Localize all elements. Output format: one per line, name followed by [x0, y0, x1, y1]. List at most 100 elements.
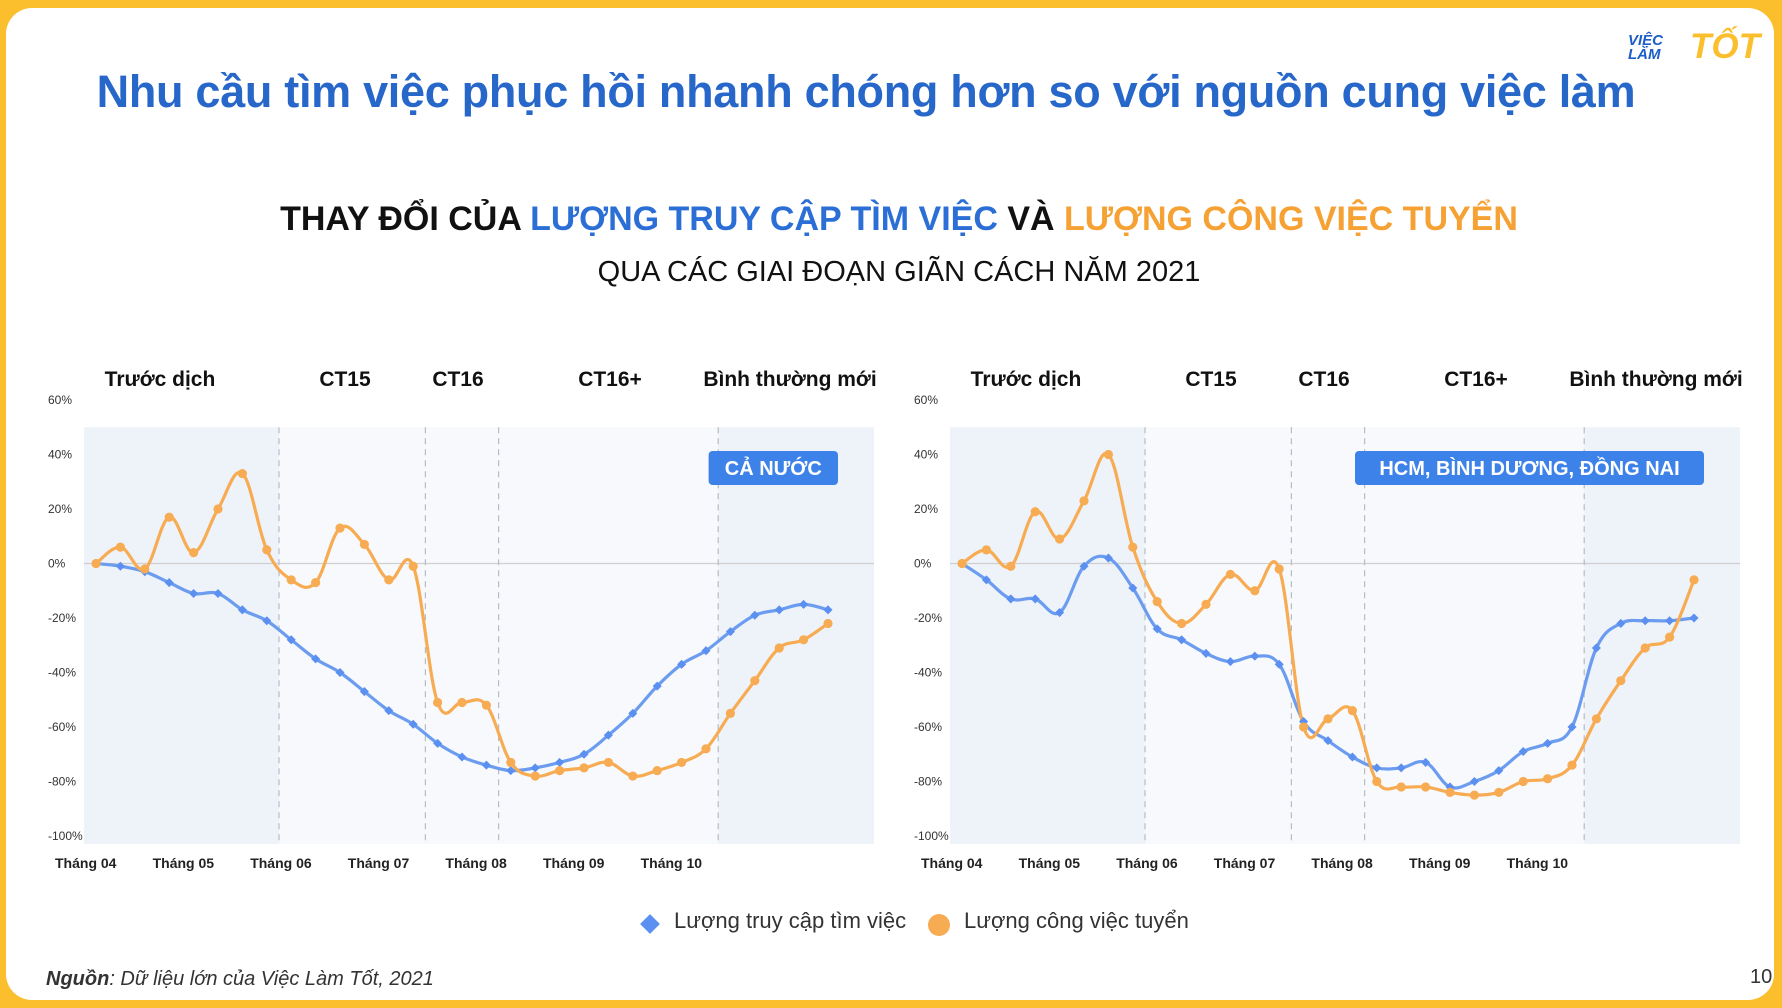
series-point-cong-viec — [335, 523, 345, 533]
series-point-cong-viec — [1323, 714, 1333, 724]
slide: Nhu cầu tìm việc phục hồi nhanh chóng hơ… — [6, 8, 1774, 1000]
series-point-cong-viec — [140, 564, 150, 574]
region-badge-bg — [1355, 451, 1704, 485]
series-point-cong-viec — [1030, 507, 1040, 517]
y-tick-label: -40% — [914, 666, 942, 680]
series-point-cong-viec — [981, 545, 991, 555]
phase-label: CT16+ — [578, 368, 642, 391]
series-point-cong-viec — [506, 757, 516, 768]
x-tick-label: Tháng 04 — [921, 855, 983, 871]
series-point-cong-viec — [457, 697, 467, 708]
phase-label: Trước dịch — [105, 368, 216, 391]
series-point-truy-cap — [1591, 643, 1601, 653]
y-tick-label: -100% — [48, 829, 83, 843]
phase-shade-truoc-dich — [950, 427, 1145, 844]
series-point-truy-cap — [311, 654, 321, 664]
series-point-truy-cap — [506, 766, 516, 776]
x-tick-label: Tháng 04 — [55, 855, 117, 871]
x-tick-label: Tháng 08 — [1311, 855, 1373, 871]
series-point-truy-cap — [677, 659, 687, 669]
series-point-cong-viec — [1421, 782, 1431, 792]
series-point-cong-viec — [750, 676, 760, 686]
heading-part3: VÀ — [997, 200, 1064, 238]
series-point-truy-cap — [1469, 776, 1479, 787]
phase-label: Bình thường mới — [1569, 368, 1742, 391]
series-point-cong-viec — [359, 539, 369, 550]
series-point-cong-viec — [555, 766, 565, 776]
series-point-truy-cap — [579, 749, 589, 759]
series-point-cong-viec — [433, 697, 443, 708]
chart-heading: THAY ĐỔI CỦA LƯỢNG TRUY CẬP TÌM VIỆC VÀ … — [6, 200, 1774, 239]
series-point-cong-viec — [262, 545, 272, 555]
phase-label: CT16 — [1298, 368, 1349, 391]
series-point-truy-cap — [603, 730, 613, 740]
source-label: Nguồn — [46, 968, 110, 990]
x-tick-label: Tháng 05 — [153, 855, 215, 871]
region-badge-bg — [708, 451, 838, 485]
series-point-truy-cap — [1567, 722, 1577, 732]
series-point-cong-viec — [1445, 787, 1455, 797]
series-point-cong-viec — [799, 635, 809, 645]
series-point-cong-viec — [957, 558, 967, 569]
phase-label: CT16+ — [1444, 368, 1508, 391]
series-point-cong-viec — [1591, 714, 1601, 724]
chart-left-svg: 60% 40% 20% 0% -20% -40% -60% -80% -100% Tháng 04… — [48, 368, 877, 871]
series-point-cong-viec — [628, 771, 638, 781]
chart-ca-nuoc: 60% 40% 20% 0% -20% -40% -60% -80% -100% Tháng 04… — [40, 358, 880, 878]
source-text: : Dữ liệu lớn của Việc Làm Tốt, 2021 — [109, 968, 434, 990]
series-point-cong-viec — [1201, 599, 1211, 609]
series-point-cong-viec — [1274, 564, 1284, 574]
series-point-cong-viec — [1372, 776, 1382, 787]
series-point-cong-viec — [1225, 569, 1235, 579]
x-tick-label: Tháng 05 — [1019, 855, 1081, 871]
series-point-truy-cap — [555, 757, 565, 767]
series-point-cong-viec — [481, 700, 491, 710]
series-point-cong-viec — [1055, 534, 1065, 544]
y-tick-label: 60% — [914, 393, 938, 407]
series-point-cong-viec — [1250, 586, 1260, 596]
x-tick-label: Tháng 06 — [1116, 855, 1178, 871]
y-tick-label: -20% — [914, 611, 942, 625]
series-point-cong-viec — [115, 542, 125, 552]
x-tick-label: Tháng 09 — [1409, 855, 1471, 871]
chart-hcm-binh-duong-dong-nai: 60% 40% 20% 0% -20% -40% -60% -80% -100% Tháng 04… — [906, 358, 1746, 878]
series-point-cong-viec — [286, 575, 296, 585]
series-point-cong-viec — [384, 575, 394, 585]
series-point-truy-cap — [750, 610, 760, 620]
series-point-cong-viec — [1103, 449, 1113, 460]
series-point-cong-viec — [774, 643, 784, 653]
series-point-truy-cap — [530, 763, 540, 773]
series-point-cong-viec — [1469, 790, 1479, 800]
series-point-cong-viec — [1079, 496, 1089, 506]
series-point-truy-cap — [725, 627, 735, 637]
series-point-cong-viec — [603, 757, 614, 768]
series-point-truy-cap — [652, 681, 662, 691]
series-point-cong-viec — [579, 763, 589, 773]
y-tick-label: -100% — [914, 829, 949, 843]
series-point-cong-viec — [1543, 774, 1553, 784]
y-tick-label: -80% — [48, 775, 76, 789]
region-badge-label: CẢ NƯỚC — [725, 456, 822, 480]
series-point-truy-cap — [1274, 659, 1284, 669]
phase-label: Bình thường mới — [703, 368, 876, 391]
phase-label: CT15 — [1185, 368, 1237, 391]
series-point-truy-cap — [1079, 561, 1089, 571]
region-badge-label: HCM, BÌNH DƯƠNG, ĐỒNG NAI — [1379, 456, 1679, 480]
series-point-cong-viec — [725, 708, 736, 718]
series-point-cong-viec — [408, 561, 418, 571]
logo-text-brand: TỐT — [1690, 27, 1760, 66]
series-point-cong-viec — [1640, 643, 1650, 653]
legend-diamond-icon — [640, 914, 660, 934]
series-point-truy-cap — [335, 667, 345, 678]
series-point-cong-viec — [1494, 787, 1504, 797]
series-point-cong-viec — [164, 512, 174, 522]
x-tick-label: Tháng 09 — [543, 855, 605, 871]
phase-shade-binh-thuong-moi — [1584, 427, 1740, 844]
y-tick-label: 40% — [914, 448, 938, 462]
legend-label-series2: Lượng công việc tuyển — [964, 908, 1189, 933]
x-tick-label: Tháng 08 — [445, 855, 507, 871]
heading-series1: LƯỢNG TRUY CẬP TÌM VIỆC — [530, 200, 998, 238]
series-point-cong-viec — [311, 577, 321, 588]
y-tick-label: -80% — [914, 775, 942, 789]
y-tick-label: 20% — [914, 502, 938, 516]
